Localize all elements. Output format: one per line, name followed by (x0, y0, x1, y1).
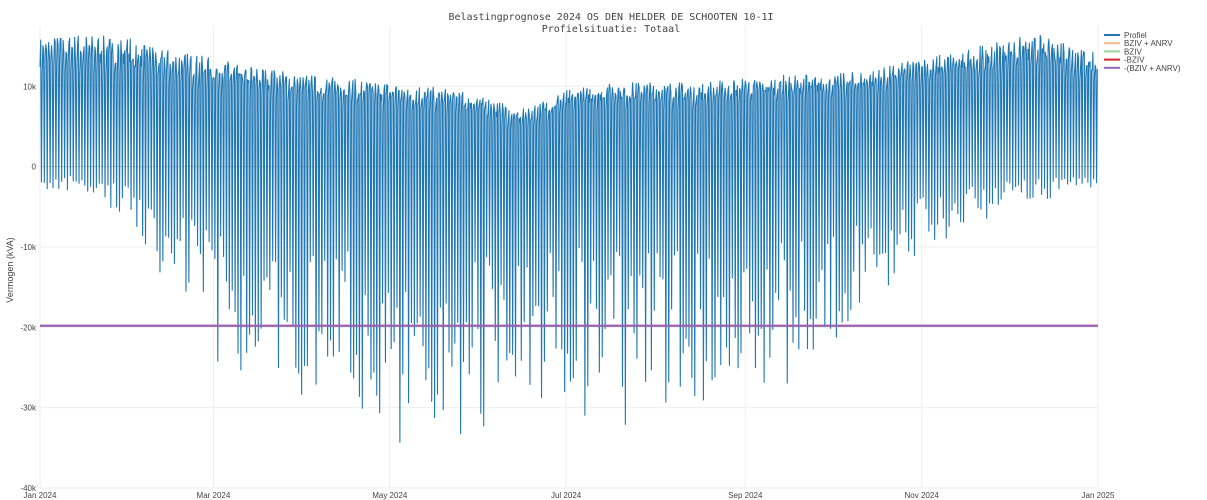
chart-subtitle: Profielsituatie: Totaal (542, 24, 680, 35)
y-tick-label: -30k (20, 404, 37, 413)
y-axis: -40k -30k -20k -10k 0 10k (20, 82, 37, 493)
x-axis: Jan 2024 Mar 2024 May 2024 Jul 2024 Sep 2024… (24, 491, 1115, 500)
x-tick-label: Sep 2024 (728, 491, 763, 500)
series-line-profiel (39, 34, 1098, 443)
profile-series (39, 34, 1098, 443)
legend-item[interactable]: -BZIV (1104, 56, 1145, 65)
x-tick-label: May 2024 (372, 491, 408, 500)
chart-title: Belastingprognose 2024 OS DEN HELDER DE … (448, 12, 773, 23)
legend-label: -(BZIV + ANRV) (1124, 64, 1181, 73)
legend-item[interactable]: Profiel (1104, 31, 1147, 40)
x-tick-label: Nov 2024 (905, 491, 940, 500)
legend-label: BZIV + ANRV (1124, 39, 1173, 48)
legend-item[interactable]: BZIV + ANRV (1104, 39, 1173, 48)
y-axis-label: Vermogen (kVA) (5, 237, 15, 302)
y-tick-label: -10k (20, 243, 37, 252)
y-tick-label: 10k (23, 82, 37, 91)
y-tick-label: -40k (20, 484, 37, 493)
gridlines (39, 26, 1099, 489)
legend-label: BZIV (1124, 47, 1142, 56)
legend-label: -BZIV (1124, 56, 1145, 65)
x-tick-label: Jan 2024 (24, 491, 57, 500)
legend-item[interactable]: -(BZIV + ANRV) (1104, 64, 1181, 73)
x-tick-label: Mar 2024 (197, 491, 231, 500)
legend-label: Profiel (1124, 31, 1147, 40)
y-tick-label: 0 (32, 163, 37, 172)
x-tick-label: Jul 2024 (551, 491, 582, 500)
y-tick-label: -20k (20, 323, 37, 332)
legend-item[interactable]: BZIV (1104, 47, 1142, 56)
x-tick-label: Jan 2025 (1082, 491, 1115, 500)
